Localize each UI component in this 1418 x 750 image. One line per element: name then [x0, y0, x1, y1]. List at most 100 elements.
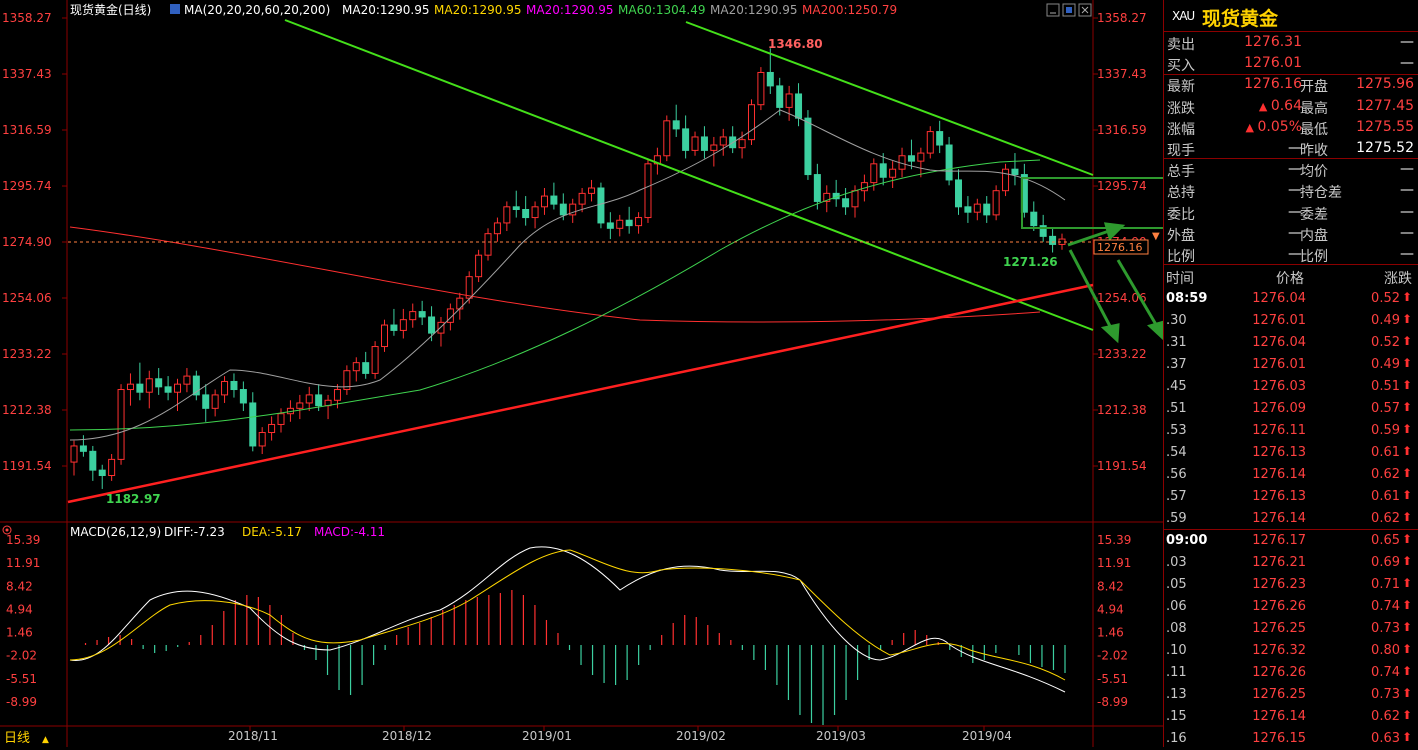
- quote-label: 卖出: [1167, 37, 1195, 53]
- tick-time: .05: [1166, 577, 1187, 592]
- candle: [747, 99, 755, 146]
- tick-row: 09:00 1276.17 0.65 ⬆: [1164, 530, 1418, 552]
- candlestick-series: [70, 48, 1066, 489]
- quote-value: —: [1400, 161, 1414, 178]
- quote-label: 均价: [1300, 164, 1328, 181]
- tick-row: .54 1276.13 0.61 ⬆: [1164, 442, 1418, 464]
- ma20-line: [69, 109, 1066, 441]
- price-tick-right: 1191.54: [1097, 459, 1147, 473]
- tick-change: 0.57: [1371, 401, 1400, 416]
- macd-settings-icon[interactable]: [2, 525, 12, 535]
- tick-time: 09:00: [1166, 533, 1208, 548]
- candle: [202, 384, 210, 422]
- macd-tick-left: 4.94: [6, 602, 33, 616]
- candle: [324, 394, 332, 420]
- candle: [352, 357, 360, 382]
- tick-change: 0.61: [1371, 445, 1400, 460]
- quote-value: ▲ 0.05%: [1245, 118, 1302, 135]
- up-arrow-icon: ⬆: [1402, 312, 1413, 326]
- quote-value: —: [1400, 203, 1414, 220]
- tick-change: 0.63: [1371, 731, 1400, 746]
- candle: [221, 376, 229, 403]
- tick-time: .08: [1166, 621, 1187, 636]
- tick-time: .37: [1166, 357, 1187, 372]
- ma200-line: [69, 226, 1041, 323]
- candle: [145, 370, 153, 409]
- candle: [503, 201, 511, 231]
- candle: [691, 131, 699, 156]
- tick-time: .03: [1166, 555, 1187, 570]
- minimize-icon[interactable]: [1046, 3, 1060, 17]
- legend-ma3: MA20:1290.95: [526, 3, 614, 17]
- tick-header-change: 涨跌: [1384, 271, 1412, 287]
- restore-icon[interactable]: [1062, 3, 1076, 17]
- tick-row: .37 1276.01 0.49 ⬆: [1164, 354, 1418, 376]
- tick-price: 1276.13: [1252, 445, 1306, 460]
- up-arrow-icon: ⬆: [1402, 664, 1413, 678]
- legend-symbol: 现货黄金: [70, 2, 118, 17]
- quote-label: 最低: [1300, 121, 1328, 138]
- candle: [832, 179, 840, 207]
- macd-axis-left: 15.39 11.91 8.42 4.94 1.46 -2.02 -5.51 -8.99: [6, 533, 40, 709]
- candle: [766, 48, 774, 94]
- candle: [983, 196, 991, 223]
- candle: [164, 376, 172, 401]
- tick-change: 0.71: [1371, 577, 1400, 592]
- x-tick-label: 2018/12: [382, 729, 432, 743]
- quote-value: 1275.52: [1356, 140, 1414, 156]
- candle: [136, 362, 144, 401]
- tick-row: .08 1276.25 0.73 ⬆: [1164, 618, 1418, 640]
- candle: [588, 179, 596, 202]
- candle: [390, 308, 398, 336]
- candle: [964, 196, 972, 223]
- price-axis-left: 1358.27 1337.43 1316.59 1295.74 1274.90 1254.…: [2, 11, 67, 473]
- candle: [606, 212, 614, 240]
- quote-label: 委比: [1167, 206, 1195, 223]
- quote-value: 1276.01: [1244, 55, 1302, 72]
- tick-time: .13: [1166, 687, 1187, 702]
- quote-label: 持仓差: [1300, 185, 1342, 202]
- quote-value: 1276.16: [1244, 76, 1302, 93]
- quote-value: —: [1400, 182, 1414, 199]
- legend-ma5: MA20:1290.95: [710, 3, 798, 17]
- macd-tick-left: 8.42: [6, 579, 33, 593]
- price-tick-right: 1295.74: [1097, 179, 1147, 193]
- indicator-settings-icon[interactable]: [170, 4, 180, 14]
- candle: [795, 83, 803, 127]
- up-arrow-icon: ⬆: [1402, 620, 1413, 634]
- tick-price: 1276.04: [1252, 291, 1306, 306]
- up-arrow-icon: ⬆: [1402, 730, 1413, 744]
- tick-price: 1276.03: [1252, 379, 1306, 394]
- tick-change: 0.65: [1371, 533, 1400, 548]
- candle: [710, 136, 718, 167]
- tick-time: .10: [1166, 643, 1187, 658]
- period-button[interactable]: 日线 ▲: [4, 731, 49, 746]
- svg-text:1276.16: 1276.16: [1097, 241, 1143, 254]
- up-arrow-icon: ⬆: [1402, 598, 1413, 612]
- candle: [70, 440, 78, 476]
- tick-price: 1276.04: [1252, 335, 1306, 350]
- candle: [804, 110, 812, 180]
- price-tick-right: 1212.38: [1097, 403, 1147, 417]
- price-expand-arrow[interactable]: ▼: [1152, 231, 1160, 242]
- candle: [381, 319, 389, 352]
- close-icon[interactable]: [1078, 3, 1092, 17]
- candle: [437, 316, 445, 347]
- quote-code: XAU: [1172, 9, 1195, 23]
- quote-row: 涨跌 ▲ 0.64 最高 1277.45: [1164, 96, 1418, 117]
- tick-price: 1276.32: [1252, 643, 1306, 658]
- macd-diff: DIFF:-7.23: [164, 525, 225, 539]
- candle: [192, 370, 200, 401]
- price-tick-right: 1337.43: [1097, 67, 1147, 81]
- macd-axis-right: 15.39 11.91 8.42 4.94 1.46 -2.02 -5.51 -8.99: [1097, 533, 1131, 709]
- candle: [108, 454, 116, 481]
- price-tick-left: 1233.22: [2, 347, 52, 361]
- tick-time: .45: [1166, 379, 1187, 394]
- price-chart[interactable]: 现货黄金 (日线) MA(20,20,20,60,20,200) MA20:12…: [0, 0, 1163, 747]
- macd-tick-right: 8.42: [1097, 579, 1124, 593]
- high-label: 1346.80: [768, 37, 823, 51]
- candle: [973, 198, 981, 221]
- candle: [663, 115, 671, 162]
- price-tick-right: 1254.06: [1097, 291, 1147, 305]
- price-tick-left: 1358.27: [2, 11, 52, 25]
